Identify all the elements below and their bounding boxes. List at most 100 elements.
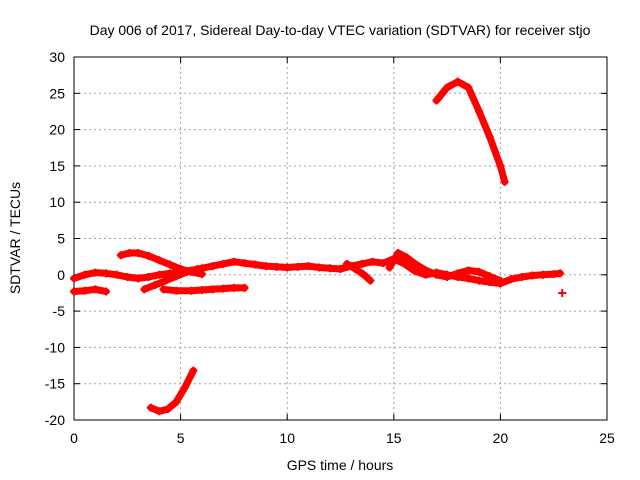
series-lower-band-early <box>70 285 110 296</box>
x-tick-label: 5 <box>177 430 185 446</box>
y-tick-label: 25 <box>49 85 65 101</box>
series-line <box>147 367 197 415</box>
data-point <box>159 285 168 294</box>
data-point <box>91 268 100 277</box>
data-point <box>485 132 494 141</box>
data-point <box>485 272 494 281</box>
axis-ticks: 0 5 10 15 20 25 -20 -15 -10 -5 0 5 10 15 20 25 30 <box>45 49 615 446</box>
data-point <box>443 83 452 92</box>
data-point <box>112 270 121 279</box>
data-point <box>146 403 155 412</box>
data-point <box>432 96 441 105</box>
data-point <box>240 259 249 268</box>
data-point <box>517 272 526 281</box>
data-point <box>123 272 132 281</box>
data-point <box>453 269 462 278</box>
data-point <box>464 83 473 92</box>
data-point <box>229 257 238 266</box>
data-point <box>133 249 142 258</box>
series-negative-arc <box>146 366 198 416</box>
data-point <box>453 77 462 86</box>
series-bump-late <box>385 249 505 285</box>
data-point <box>101 269 110 278</box>
data-point <box>558 288 567 297</box>
y-tick-label: 0 <box>57 267 65 283</box>
data-point <box>411 259 420 268</box>
data-point <box>140 285 149 294</box>
data-point <box>359 270 368 279</box>
data-point <box>125 249 134 258</box>
series-positive-arc <box>432 77 509 186</box>
data-point <box>116 251 125 260</box>
data-point <box>165 260 174 269</box>
data-point <box>219 284 228 293</box>
data-point <box>144 272 153 281</box>
data-point <box>161 276 170 285</box>
data-point <box>80 286 89 295</box>
series-outlier <box>558 288 567 297</box>
data-point <box>402 253 411 262</box>
data-point <box>180 383 189 392</box>
series-line <box>70 285 110 295</box>
series-line <box>432 78 509 186</box>
data-point <box>219 259 228 268</box>
data-point <box>421 266 430 275</box>
series-line <box>343 260 374 285</box>
data-point <box>197 286 206 295</box>
data-point <box>187 286 196 295</box>
data-point <box>366 276 375 285</box>
y-tick-label: -5 <box>53 303 66 319</box>
data-point <box>336 264 345 273</box>
series-descent-13-14 <box>342 259 375 285</box>
data-point <box>496 276 505 285</box>
series-lower-band-mid <box>159 283 249 295</box>
data-points <box>70 77 567 416</box>
y-tick-label: -15 <box>45 376 65 392</box>
data-point <box>539 270 548 279</box>
data-point <box>172 272 181 281</box>
data-point <box>80 270 89 279</box>
data-point <box>475 276 484 285</box>
data-point <box>155 256 164 265</box>
data-point <box>155 270 164 279</box>
data-point <box>411 267 420 276</box>
series-diagonal-band <box>140 264 202 294</box>
chart-title: Day 006 of 2017, Sidereal Day-to-day VTE… <box>90 22 591 38</box>
data-point <box>172 397 181 406</box>
data-point <box>293 262 302 271</box>
data-point <box>385 263 394 272</box>
y-tick-label: 10 <box>49 194 65 210</box>
y-axis-label: SDTVAR / TECUs <box>7 182 23 294</box>
y-tick-label: -20 <box>45 412 65 428</box>
y-tick-label: 20 <box>49 122 65 138</box>
data-point <box>155 407 164 416</box>
x-tick-label: 25 <box>599 430 615 446</box>
data-point <box>163 405 172 414</box>
data-point <box>325 264 334 273</box>
data-point <box>379 259 388 268</box>
data-point <box>197 270 206 279</box>
data-point <box>91 285 100 294</box>
data-point <box>475 267 484 276</box>
data-point <box>342 259 351 268</box>
data-point <box>229 283 238 292</box>
data-point <box>432 270 441 279</box>
data-point <box>475 107 484 116</box>
data-point <box>496 161 505 170</box>
y-tick-label: 15 <box>49 158 65 174</box>
data-point <box>500 177 509 186</box>
series-main-band <box>70 254 565 288</box>
data-point <box>464 266 473 275</box>
data-point <box>172 286 181 295</box>
data-point <box>528 271 537 280</box>
data-point <box>193 264 202 273</box>
data-point <box>208 262 217 271</box>
y-tick-label: 30 <box>49 49 65 65</box>
data-point <box>394 249 403 258</box>
data-point <box>101 287 110 296</box>
data-point <box>144 251 153 260</box>
data-point <box>368 257 377 266</box>
data-point <box>272 262 281 271</box>
data-point <box>70 287 78 296</box>
